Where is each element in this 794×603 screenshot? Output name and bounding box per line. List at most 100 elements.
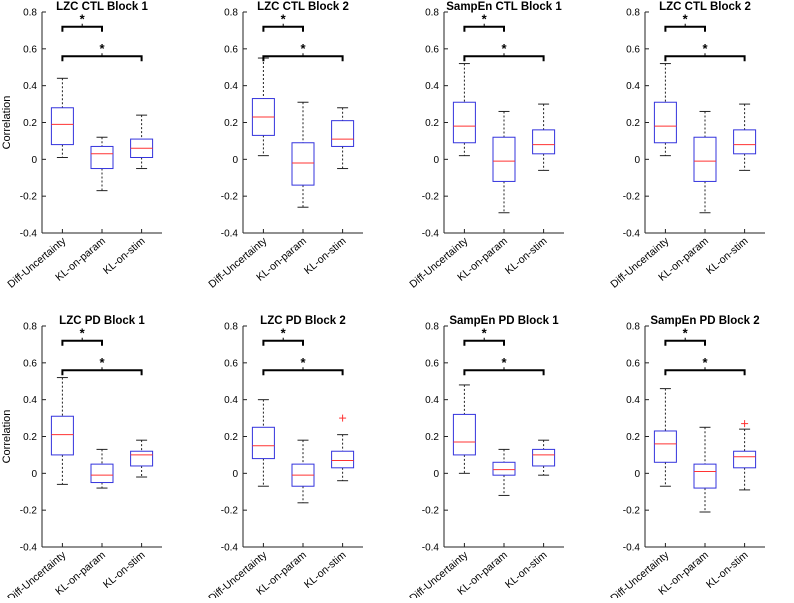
- chart-panel: SampEn PD Block 2-0.4-0.200.20.40.60.8Di…: [608, 315, 765, 603]
- iqr-box: [130, 450, 154, 467]
- y-tick-label: 0.2: [23, 432, 37, 443]
- bracket-line: [61, 55, 143, 62]
- iqr-box: [50, 415, 74, 456]
- bracket-line: [463, 339, 505, 346]
- y-tick-label: 0.2: [425, 118, 439, 129]
- significance-bracket: *: [664, 41, 746, 62]
- chart-title: SampEn PD Block 1: [449, 315, 559, 327]
- box-kl-on-stim: [532, 439, 556, 476]
- y-tick-label: -0.4: [623, 543, 641, 554]
- y-tick-label: 0.2: [626, 432, 640, 443]
- bracket-line: [463, 369, 545, 376]
- x-category-label: KL-on-stim: [704, 549, 751, 591]
- x-category-label: KL-on-stim: [503, 549, 550, 591]
- y-tick-label: -0.2: [623, 506, 641, 517]
- significance-bracket: *: [262, 326, 304, 346]
- box-kl-on-param: [90, 136, 114, 192]
- x-category-label: KL-on-stim: [101, 235, 148, 277]
- box-kl-on-param: [291, 439, 315, 504]
- y-tick-label: -0.4: [20, 543, 38, 554]
- significance-star: *: [80, 326, 86, 341]
- bracket-line: [262, 339, 304, 346]
- significance-star: *: [683, 12, 689, 27]
- chart-panel: LZC CTL Block 1 -0.4 -0.2 0 0.2 0.4 0.6 0.8 Corr…: [1, 1, 162, 291]
- outlier-marker: [339, 414, 347, 422]
- y-axis-label: Correlation: [1, 96, 13, 150]
- iqr-box: [452, 413, 476, 456]
- x-category-label: KL-on-stim: [704, 235, 751, 277]
- bracket-line: [664, 55, 746, 62]
- iqr-box: [733, 129, 757, 155]
- chart-panel: SampEn CTL Block 1-0.4-0.200.20.40.60.8D…: [407, 1, 564, 291]
- y-tick-label: 0.4: [626, 81, 640, 92]
- chart-title: LZC PD Block 2: [260, 315, 346, 327]
- significance-star: *: [281, 12, 287, 27]
- significance-star: *: [99, 355, 105, 370]
- y-tick-label: 0.6: [626, 44, 640, 55]
- y-tick-label: 0: [634, 155, 640, 166]
- y-tick-label: 0.6: [626, 358, 640, 369]
- y-tick-label: -0.2: [221, 506, 239, 517]
- x-category-label: KL-on-stim: [503, 235, 550, 277]
- iqr-box: [90, 463, 114, 484]
- significance-bracket: *: [61, 12, 103, 32]
- y-axis-label: Correlation: [1, 410, 13, 464]
- box-kl-on-stim: [733, 420, 757, 491]
- y-tick-label: 0.6: [224, 44, 238, 55]
- iqr-box: [50, 107, 74, 146]
- significance-bracket: *: [664, 326, 706, 346]
- significance-star: *: [702, 355, 708, 370]
- significance-bracket: *: [61, 326, 103, 346]
- y-tick-label: -0.4: [623, 229, 641, 240]
- y-tick-label: 0.6: [425, 44, 439, 55]
- iqr-box: [653, 430, 677, 463]
- y-tick-label: 0.4: [224, 81, 238, 92]
- chart-panel: LZC CTL Block 2-0.4-0.200.20.40.60.8Diff…: [206, 1, 363, 291]
- chart-title: LZC PD Block 1: [59, 315, 145, 327]
- box-kl-on-param: [693, 426, 717, 513]
- chart-panel: SampEn PD Block 1-0.4-0.200.20.40.60.8Di…: [407, 315, 564, 603]
- bracket-line: [262, 25, 304, 32]
- bracket-line: [262, 55, 344, 62]
- y-tick-label: -0.4: [20, 229, 38, 240]
- bracket-line: [61, 339, 103, 346]
- y-tick-label: -0.4: [221, 229, 239, 240]
- box-kl-on-param: [291, 101, 315, 208]
- box-kl-on-param: [492, 110, 516, 214]
- y-tick-label: 0.4: [23, 81, 37, 92]
- chart-panel: LZC PD Block 1 -0.4 -0.2 0 0.2 0.4 0.6 0.8 Corre…: [1, 315, 162, 603]
- y-tick-label: 0: [232, 469, 238, 480]
- box-kl-on-param: [693, 110, 717, 214]
- significance-star: *: [300, 355, 306, 370]
- significance-bracket: *: [463, 12, 505, 32]
- bracket-line: [664, 25, 706, 32]
- iqr-box: [331, 120, 355, 147]
- y-tick-label: -0.2: [623, 192, 641, 203]
- y-tick-label: 0.2: [425, 432, 439, 443]
- significance-bracket: *: [262, 355, 344, 376]
- bracket-line: [463, 25, 505, 32]
- box-kl-on-stim: [733, 103, 757, 171]
- chart-title: SampEn CTL Block 1: [446, 1, 562, 13]
- significance-star: *: [300, 41, 306, 56]
- significance-star: *: [501, 41, 507, 56]
- y-tick-label: 0.4: [224, 395, 238, 406]
- y-tick-label: 0.8: [425, 322, 439, 333]
- y-tick-label: 0.4: [626, 395, 640, 406]
- iqr-box: [492, 461, 516, 476]
- y-tick-label: 0.8: [224, 322, 238, 333]
- significance-bracket: *: [61, 41, 143, 62]
- significance-bracket: *: [664, 12, 706, 32]
- iqr-box: [532, 129, 556, 155]
- y-tick-label: -0.4: [422, 229, 440, 240]
- box-kl-on-stim: [130, 439, 154, 478]
- box-kl-on-stim: [331, 414, 355, 482]
- y-tick-label: 0: [232, 155, 238, 166]
- y-tick-label: 0.6: [425, 358, 439, 369]
- y-tick-label: 0.8: [425, 8, 439, 19]
- box-kl-on-stim: [532, 103, 556, 171]
- box-diff-uncertainty: [653, 388, 677, 487]
- iqr-box: [693, 136, 717, 182]
